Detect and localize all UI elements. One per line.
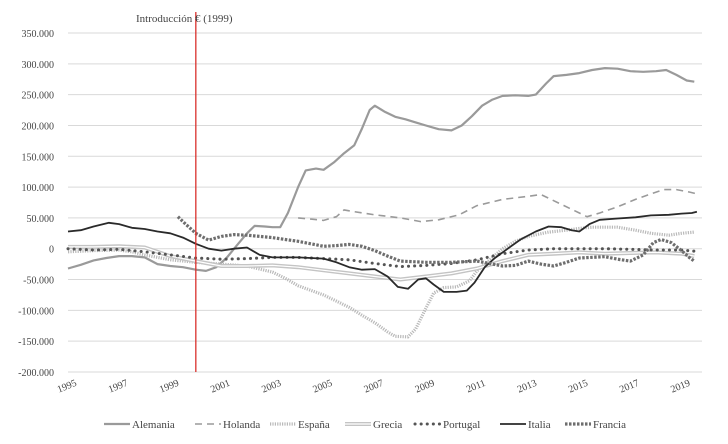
legend-label-holanda: Holanda bbox=[223, 419, 260, 431]
y-axis-tick-labels: 350.000 300.000 250.000 200.000 150.000 100.0… bbox=[18, 29, 54, 379]
x-tick-label: 2019 bbox=[669, 378, 692, 396]
y-tick-label: -200.000 bbox=[18, 368, 54, 379]
x-tick-label: 1999 bbox=[158, 378, 181, 396]
y-tick-label: 250.000 bbox=[22, 91, 55, 102]
series-line-grecia-inner bbox=[68, 245, 695, 281]
y-tick-label: -50.000 bbox=[23, 276, 54, 287]
x-tick-label: 2003 bbox=[260, 378, 283, 396]
y-tick-label: 50.000 bbox=[27, 214, 55, 225]
legend-label-italia: Italia bbox=[528, 419, 551, 431]
x-tick-label: 2015 bbox=[567, 378, 590, 396]
y-tick-label: 200.000 bbox=[22, 121, 55, 132]
legend-label-alemania: Alemania bbox=[132, 419, 175, 431]
legend-label-portugal: Portugal bbox=[443, 419, 480, 431]
x-tick-label: 2007 bbox=[363, 378, 386, 396]
series-line-espana bbox=[67, 225, 695, 339]
series-lines bbox=[66, 66, 700, 339]
x-tick-label: 2001 bbox=[209, 378, 232, 396]
series-line-francia bbox=[176, 215, 696, 268]
x-tick-label: 2011 bbox=[465, 378, 487, 396]
x-axis-tick-labels: 1995 1997 1999 2001 2003 2005 2007 2009 2011 2013… bbox=[56, 378, 692, 396]
y-tick-label: -150.000 bbox=[18, 337, 54, 348]
gridlines bbox=[68, 32, 702, 373]
x-tick-label: 2013 bbox=[516, 378, 539, 396]
x-tick-label: 1995 bbox=[56, 378, 79, 396]
x-tick-label: 2017 bbox=[618, 378, 641, 396]
x-tick-label: 2009 bbox=[414, 378, 437, 396]
y-tick-label: -100.000 bbox=[18, 306, 54, 317]
legend: Alemania Holanda España Grecia Portugal Itali… bbox=[104, 419, 626, 431]
series-line-grecia bbox=[68, 244, 695, 282]
y-tick-label: 350.000 bbox=[22, 29, 55, 40]
y-tick-label: 150.000 bbox=[22, 152, 55, 163]
x-tick-label: 1997 bbox=[107, 378, 130, 396]
y-tick-label: 100.000 bbox=[22, 183, 55, 194]
legend-label-grecia: Grecia bbox=[373, 419, 402, 431]
euro-introduction-annotation: Introducción € (1999) bbox=[136, 12, 233, 372]
series-line-holanda bbox=[298, 188, 700, 223]
legend-label-espana: España bbox=[298, 419, 330, 431]
euro-introduction-label: Introducción € (1999) bbox=[136, 13, 233, 25]
series-line-italia bbox=[67, 210, 698, 293]
legend-label-francia: Francia bbox=[593, 419, 626, 431]
x-tick-label: 2005 bbox=[311, 378, 334, 396]
y-tick-label: 0 bbox=[49, 245, 54, 256]
y-tick-label: 300.000 bbox=[22, 60, 55, 71]
series-line-alemania bbox=[67, 66, 695, 272]
